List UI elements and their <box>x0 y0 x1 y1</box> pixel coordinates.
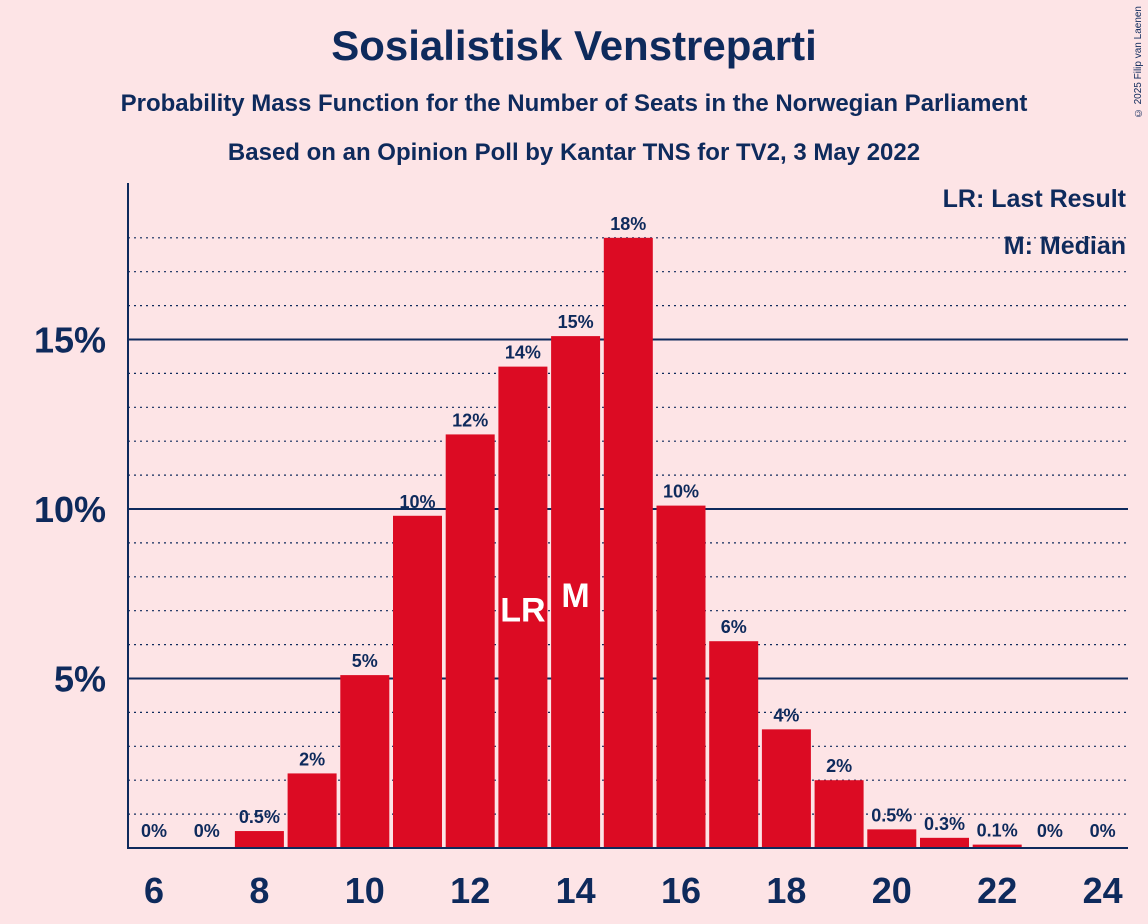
data-label: 0% <box>141 821 167 841</box>
x-tick-label: 22 <box>977 870 1017 911</box>
bar-seat-18 <box>761 729 811 848</box>
median-marker: M <box>561 577 589 615</box>
data-label: 6% <box>721 617 747 637</box>
data-label: 18% <box>610 214 646 234</box>
bar-seat-15 <box>603 237 653 849</box>
data-label: 0.5% <box>239 807 280 827</box>
data-label: 0% <box>1090 821 1116 841</box>
bar-seat-20 <box>867 829 917 848</box>
chart-subtitle: Probability Mass Function for the Number… <box>120 90 1028 117</box>
y-tick-label: 15% <box>34 320 106 361</box>
bar-seat-14 <box>551 336 601 848</box>
x-tick-label: 10 <box>345 870 385 911</box>
bar-seat-12 <box>445 434 495 848</box>
data-label: 4% <box>773 705 799 725</box>
x-tick-label: 16 <box>661 870 701 911</box>
data-label: 0.3% <box>924 814 965 834</box>
data-label: 5% <box>352 651 378 671</box>
x-tick-label: 24 <box>1083 870 1123 911</box>
last-result-marker: LR <box>500 592 545 630</box>
bar-seat-13 <box>498 366 548 848</box>
bar-seat-21 <box>920 837 969 848</box>
bar-seat-11 <box>393 515 442 848</box>
x-tick-label: 18 <box>766 870 806 911</box>
data-label: 2% <box>826 756 852 776</box>
bar-seat-9 <box>287 773 337 848</box>
data-label: 12% <box>452 410 488 430</box>
x-tick-label: 12 <box>450 870 490 911</box>
bar-seat-17 <box>709 641 759 848</box>
x-tick-label: 14 <box>556 870 596 911</box>
data-label: 15% <box>558 312 594 332</box>
bar-seat-22 <box>972 844 1022 848</box>
bar-seat-16 <box>656 505 706 848</box>
bar-seat-19 <box>814 780 864 848</box>
chart-source-line: Based on an Opinion Poll by Kantar TNS f… <box>227 139 921 166</box>
data-label: 10% <box>663 482 699 502</box>
data-label: 0% <box>1037 821 1063 841</box>
data-label: 0% <box>194 821 220 841</box>
bar-seat-10 <box>340 675 390 848</box>
x-tick-label: 20 <box>872 870 912 911</box>
x-tick-label: 6 <box>144 870 164 911</box>
y-tick-label: 10% <box>34 489 106 530</box>
x-tick-label: 8 <box>249 870 269 911</box>
data-label: 10% <box>399 492 435 512</box>
data-label: 0.5% <box>871 805 912 825</box>
chart-title: Sosialistisk Venstreparti <box>331 22 817 69</box>
legend-median: M: Median <box>1003 232 1126 260</box>
bar-seat-8 <box>234 831 284 848</box>
legend-last-result: LR: Last Result <box>942 185 1126 213</box>
y-tick-label: 5% <box>54 659 106 700</box>
data-label: 14% <box>505 343 541 363</box>
data-label: 0.1% <box>977 821 1018 841</box>
data-label: 2% <box>299 749 325 769</box>
